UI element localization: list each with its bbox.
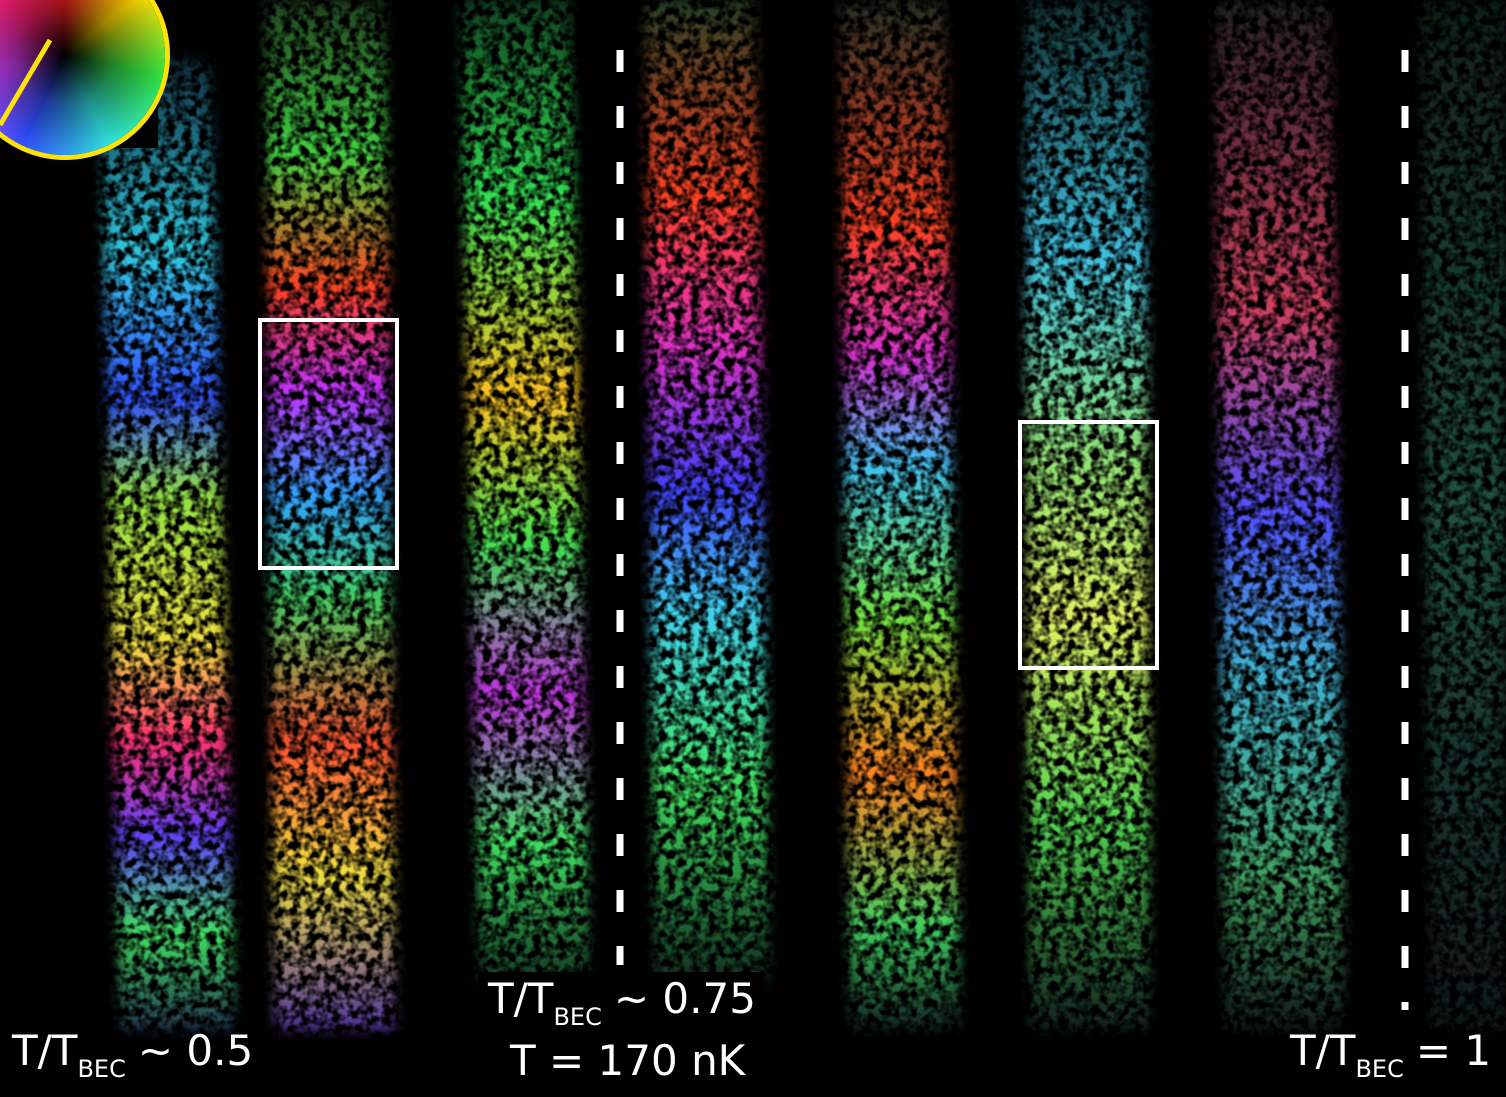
- figure: T/TBEC~ 0.5 T/TBEC~ 0.75 T = 170 nK T/TB…: [0, 0, 1506, 1097]
- label-value: = 1: [1416, 1026, 1491, 1075]
- stripe: [645, 0, 770, 980]
- label-text: T/T: [488, 974, 553, 1023]
- label-sub: BEC: [77, 1055, 125, 1083]
- label-text: T/T: [12, 1026, 77, 1075]
- label-sub: BEC: [1355, 1055, 1403, 1083]
- stripe: [460, 0, 590, 990]
- label-value: ~ 0.5: [138, 1026, 253, 1075]
- temperature-label: T = 170 nK: [510, 1040, 745, 1082]
- label: T/TBEC~ 0.75: [488, 978, 756, 1029]
- wheel-pointer: [0, 0, 200, 200]
- label: T/TBEC= 1: [1290, 1030, 1491, 1081]
- condensate-images: [100, 0, 1506, 1030]
- stripes: [0, 0, 1506, 1097]
- label-value: ~ 0.75: [614, 974, 756, 1023]
- stripe: [1420, 0, 1506, 1030]
- stripe: [265, 0, 395, 1030]
- label-sub: BEC: [553, 1003, 601, 1031]
- stripe: [1025, 0, 1150, 1030]
- pointer: [0, 40, 50, 125]
- label: T/TBEC~ 0.5: [12, 1030, 253, 1081]
- stripe: [100, 60, 235, 1030]
- stripe: [840, 0, 960, 1030]
- stripe: [1215, 0, 1345, 1030]
- label-text: T/T: [1290, 1026, 1355, 1075]
